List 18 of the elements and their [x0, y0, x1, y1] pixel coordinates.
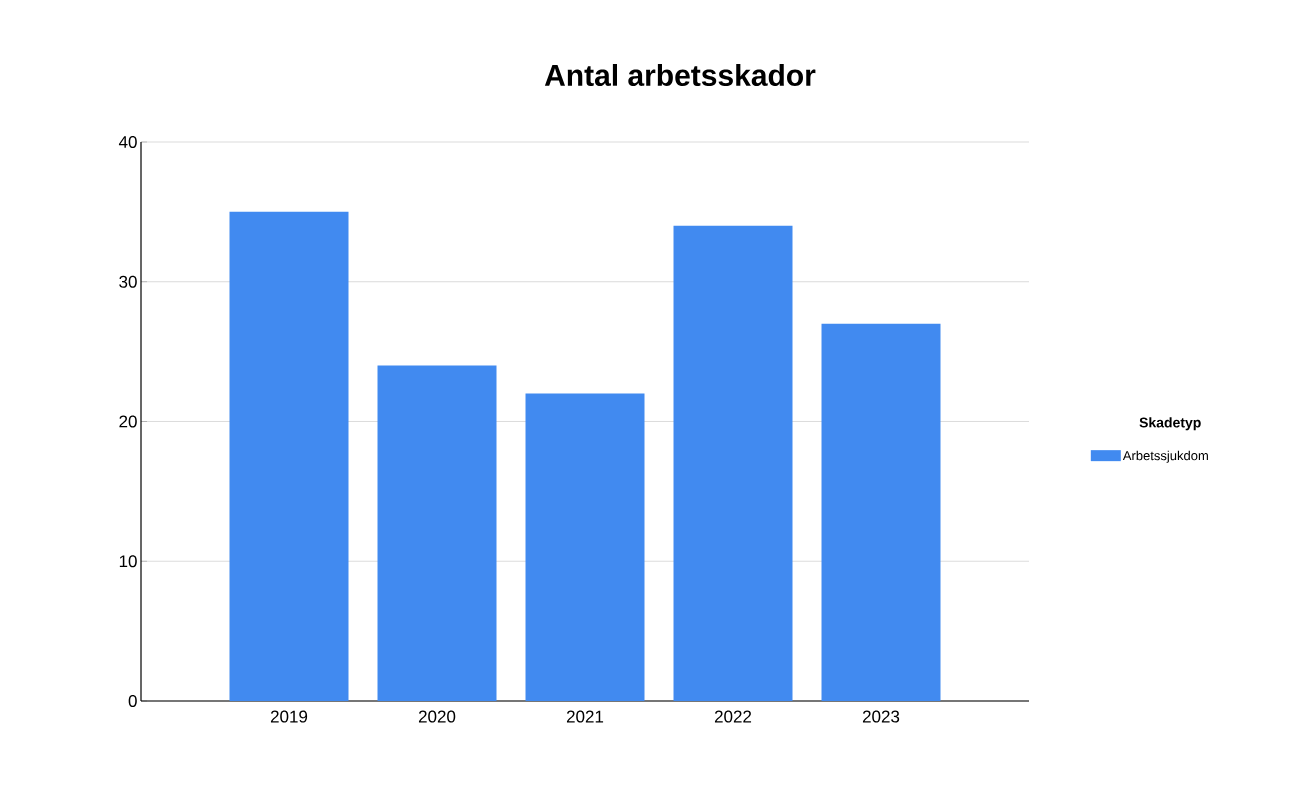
y-tick-label: 30	[119, 275, 137, 288]
y-tick-label: 20	[119, 415, 137, 428]
bar	[229, 211, 349, 701]
x-tick-label: 2023	[862, 710, 900, 723]
x-tick-label: 2020	[418, 710, 456, 723]
bar	[673, 225, 793, 701]
y-tick-label: 0	[128, 694, 137, 708]
legend-title: Skadetyp	[1139, 417, 1201, 431]
y-tick-label: 10	[119, 555, 137, 568]
x-tick-label: 2022	[714, 710, 752, 723]
y-tick-label: 40	[118, 135, 137, 149]
x-tick-label: 2021	[566, 710, 604, 723]
bar	[525, 393, 645, 701]
bar	[377, 365, 497, 701]
x-tick-label: 2019	[270, 710, 308, 723]
legend-label: Arbetssjukdom	[1122, 450, 1208, 463]
bar	[821, 323, 941, 701]
chart-title: Antal arbetsskador	[544, 63, 816, 87]
